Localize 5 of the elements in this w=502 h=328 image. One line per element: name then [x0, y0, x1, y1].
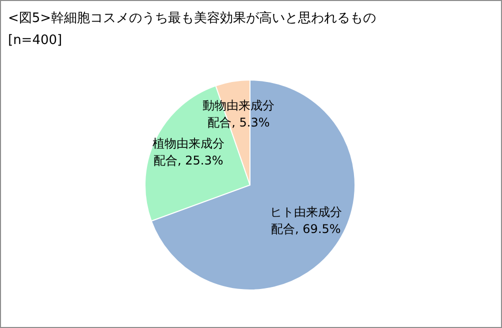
- chart-title: <図5>幹細胞コスメのうち最も美容効果が高いと思われるもの: [8, 10, 376, 26]
- slice-label: 植物由来成分配合, 25.3%: [152, 136, 224, 168]
- slice-label: 動物由来成分配合, 5.3%: [202, 98, 275, 130]
- text: [n=400]: [8, 33, 62, 48]
- slice-label: ヒト由来成分配合, 69.5%: [270, 205, 342, 236]
